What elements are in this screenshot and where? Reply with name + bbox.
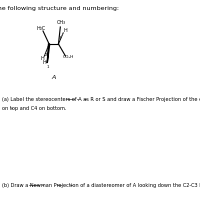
- Text: on top and C4 on bottom.: on top and C4 on bottom.: [2, 106, 66, 111]
- Polygon shape: [47, 44, 50, 63]
- Text: Given the following structure and numbering:: Given the following structure and number…: [0, 6, 119, 11]
- Text: (a) Label the stereocenters of A as R or S and draw a Fischer Projection of the : (a) Label the stereocenters of A as R or…: [2, 97, 200, 102]
- Text: 1: 1: [47, 65, 49, 69]
- Text: H: H: [41, 56, 44, 62]
- Text: CH₃: CH₃: [57, 21, 66, 25]
- Text: CO₂H: CO₂H: [63, 55, 74, 59]
- Text: H: H: [43, 60, 46, 66]
- Text: A: A: [52, 75, 56, 80]
- Text: (b) Draw a Newman Projection of a diastereomer of A looking down the C2-C3 bond : (b) Draw a Newman Projection of a diaste…: [2, 183, 200, 188]
- Text: H₃C: H₃C: [36, 25, 45, 31]
- Text: 3: 3: [59, 36, 61, 40]
- Text: 2: 2: [45, 53, 48, 57]
- Text: H: H: [63, 27, 67, 33]
